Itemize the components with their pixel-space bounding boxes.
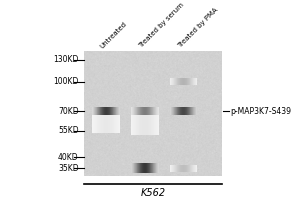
- Bar: [135, 113, 136, 135]
- Bar: [106, 114, 107, 133]
- Bar: [154, 113, 155, 135]
- Bar: [139, 113, 140, 135]
- Bar: [153, 113, 154, 135]
- Bar: [143, 113, 144, 135]
- Bar: [146, 113, 147, 135]
- Bar: [114, 114, 115, 133]
- Bar: [133, 113, 134, 135]
- Bar: [93, 114, 94, 133]
- Bar: [118, 114, 119, 133]
- Bar: [136, 113, 137, 135]
- Bar: [119, 114, 120, 133]
- Bar: [115, 114, 116, 133]
- Text: Untreated: Untreated: [99, 20, 128, 49]
- Bar: [156, 113, 157, 135]
- Bar: [94, 114, 95, 133]
- Text: 40KD: 40KD: [58, 153, 79, 162]
- Bar: [102, 114, 103, 133]
- Bar: [108, 114, 109, 133]
- Bar: [145, 113, 146, 135]
- Bar: [111, 114, 112, 133]
- Bar: [151, 113, 152, 135]
- Bar: [131, 113, 132, 135]
- Bar: [97, 114, 98, 133]
- Bar: [105, 114, 106, 133]
- Bar: [117, 114, 118, 133]
- Bar: [113, 114, 114, 133]
- Bar: [132, 113, 133, 135]
- Bar: [109, 114, 110, 133]
- Bar: [101, 114, 102, 133]
- Text: 55KD: 55KD: [58, 126, 79, 135]
- Bar: [155, 113, 156, 135]
- Bar: [92, 114, 93, 133]
- Text: 35KD: 35KD: [58, 164, 79, 173]
- Bar: [100, 114, 101, 133]
- Bar: [107, 114, 108, 133]
- Text: Treated by serum: Treated by serum: [138, 2, 185, 49]
- Text: K562: K562: [140, 188, 166, 198]
- Bar: [157, 113, 158, 135]
- Bar: [148, 113, 149, 135]
- Bar: [144, 113, 145, 135]
- Bar: [98, 114, 99, 133]
- Bar: [142, 113, 143, 135]
- Bar: [137, 113, 138, 135]
- Bar: [116, 114, 117, 133]
- Bar: [99, 114, 100, 133]
- Bar: [136, 113, 137, 135]
- Text: p-MAP3K7-S439: p-MAP3K7-S439: [230, 107, 291, 116]
- Bar: [134, 113, 135, 135]
- Bar: [112, 114, 113, 133]
- Bar: [158, 113, 159, 135]
- Bar: [152, 113, 153, 135]
- Text: 100KD: 100KD: [53, 77, 79, 86]
- Bar: [103, 114, 104, 133]
- Bar: [110, 114, 111, 133]
- Bar: [149, 113, 150, 135]
- Bar: [141, 113, 142, 135]
- Bar: [104, 114, 105, 133]
- Bar: [140, 113, 141, 135]
- Bar: [95, 114, 96, 133]
- Text: 130KD: 130KD: [53, 55, 79, 64]
- Bar: [150, 113, 151, 135]
- Bar: [96, 114, 97, 133]
- Bar: [138, 113, 139, 135]
- Text: 70KD: 70KD: [58, 107, 79, 116]
- Text: Treated by PMA: Treated by PMA: [176, 7, 219, 49]
- Bar: [147, 113, 148, 135]
